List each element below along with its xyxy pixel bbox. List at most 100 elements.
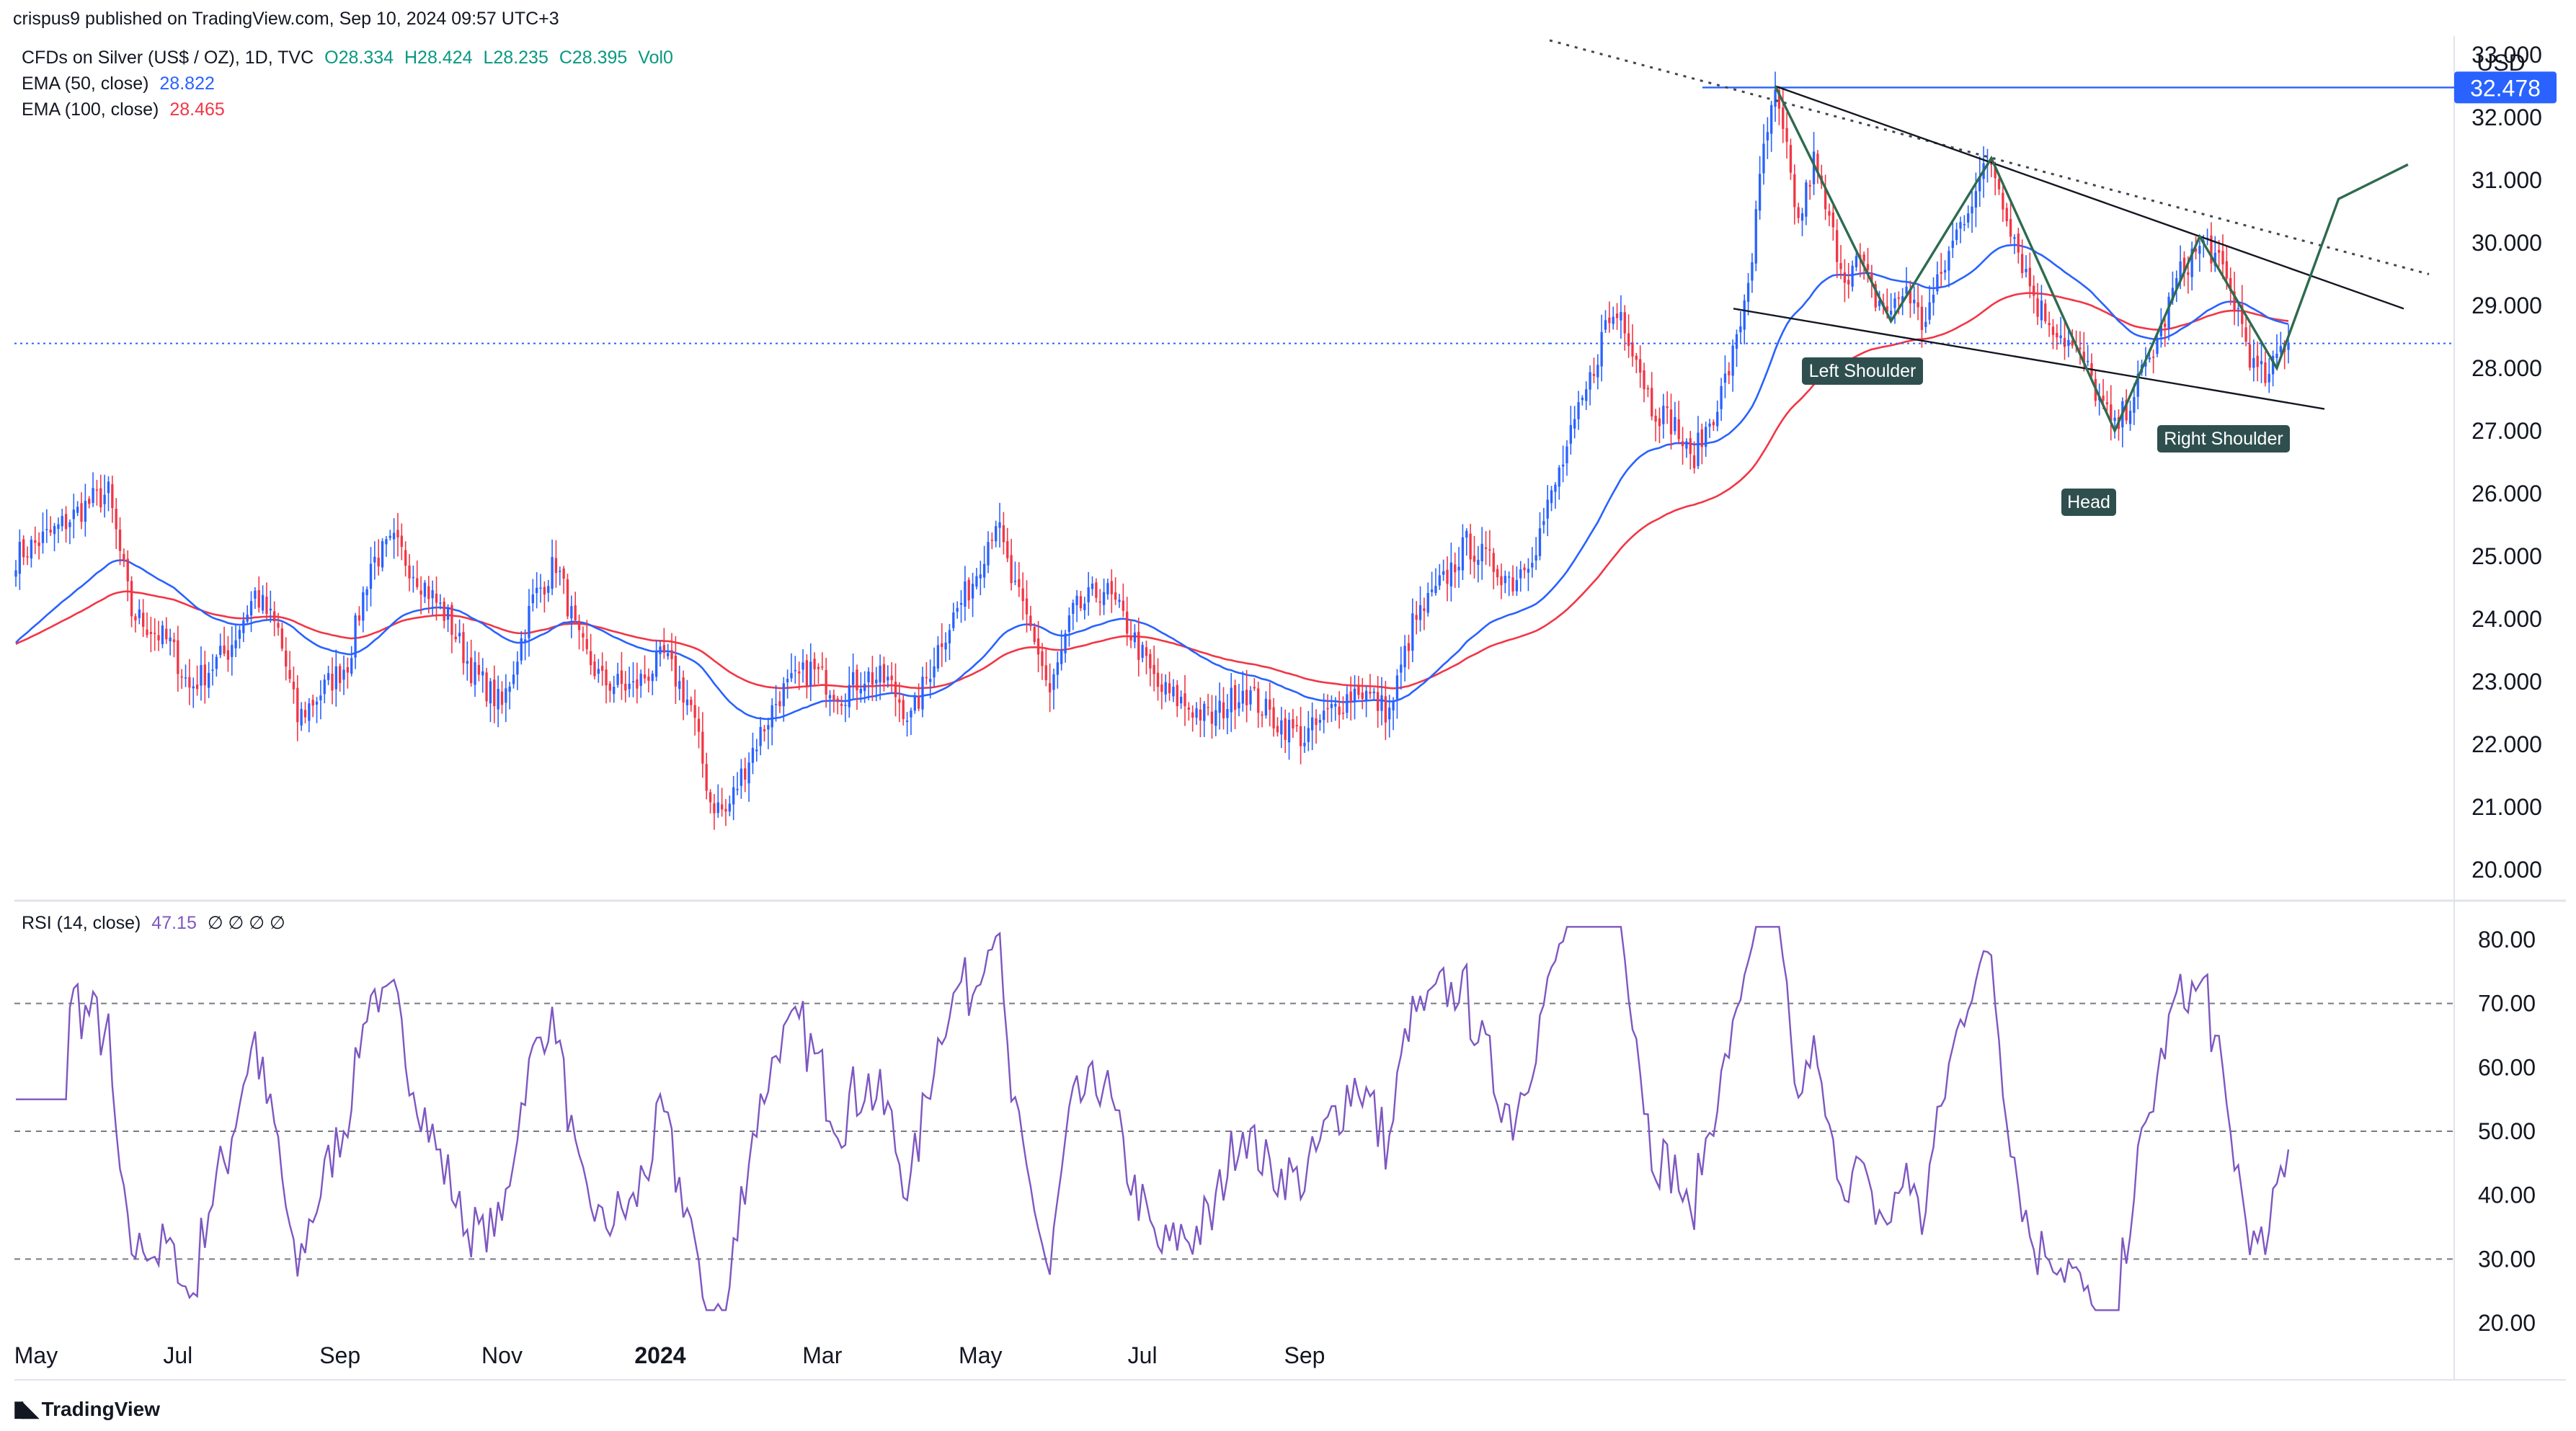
candle-body (875, 679, 878, 684)
candle (1245, 669, 1248, 723)
candle-body (1465, 530, 1468, 538)
candle (1203, 700, 1206, 737)
candle (1971, 191, 1973, 233)
candle-body (2252, 357, 2255, 368)
candle-body (1511, 577, 1514, 592)
candle-body (231, 645, 234, 657)
candle-body (1364, 690, 1368, 700)
candle-body (1338, 706, 1341, 716)
candle-body (1538, 528, 1542, 556)
candle (744, 757, 747, 793)
candle-body (1276, 726, 1279, 733)
candle (1951, 221, 1954, 259)
candle-body (809, 661, 812, 687)
candle-body (2260, 361, 2263, 365)
candle (1377, 676, 1380, 728)
candle-body (30, 540, 33, 559)
candle (1013, 561, 1017, 586)
candle (1341, 696, 1345, 720)
candle (1098, 589, 1101, 616)
candle (570, 595, 573, 638)
candle-body (724, 808, 727, 812)
candle (1797, 202, 1800, 223)
candle (1561, 445, 1565, 483)
candle-body (1519, 569, 1522, 579)
candle-body (2179, 261, 2182, 282)
candle (1746, 272, 1750, 316)
candle (1654, 409, 1657, 442)
candle-body (1218, 700, 1221, 713)
candle-body (701, 731, 704, 764)
candle-body (2033, 285, 2035, 296)
candle-body (226, 650, 230, 660)
candle-body (2063, 338, 2066, 347)
candle (365, 586, 368, 612)
candle-body (454, 636, 457, 640)
candle-body (747, 762, 750, 784)
candle (1739, 311, 1742, 344)
candle-body (2067, 339, 2070, 347)
candle-body (339, 666, 342, 684)
candle (1454, 552, 1457, 588)
ema50-path (15, 244, 2289, 721)
candle (427, 576, 430, 614)
candle-body (195, 685, 199, 690)
candle (1176, 679, 1178, 718)
candle-body (369, 563, 373, 589)
candle-body (917, 696, 920, 709)
price-tick-label: 27.000 (2471, 418, 2542, 444)
candle-body (1303, 742, 1306, 746)
candle-body (1257, 688, 1260, 713)
candle-body (867, 671, 870, 682)
candle-body (412, 576, 415, 579)
candle-body (828, 695, 832, 699)
candle (1940, 252, 1942, 287)
rsi-label: RSI (14, close) (22, 913, 141, 933)
candle (362, 586, 365, 633)
candle-body (636, 679, 639, 689)
candle-body (1909, 290, 1912, 303)
candle-body (1585, 389, 1588, 401)
candle (763, 725, 766, 742)
candle (357, 606, 361, 626)
candle (952, 602, 955, 631)
candle (1214, 695, 1217, 736)
candle-body (1010, 555, 1013, 584)
candle-body (1461, 537, 1465, 571)
candle-body (1758, 174, 1762, 211)
candle (1774, 71, 1777, 122)
candle-body (705, 764, 708, 791)
candle-body (1018, 579, 1021, 587)
candle-body (1025, 598, 1029, 615)
ema100-path (15, 292, 2289, 690)
candle-body (817, 667, 820, 669)
candle (1072, 599, 1075, 630)
candle-body (1639, 359, 1642, 373)
candle (1315, 709, 1318, 744)
candle (1418, 586, 1422, 632)
currency-label: USD (2477, 50, 2526, 76)
candle-body (1480, 543, 1483, 562)
candle (2020, 239, 2024, 279)
candle (547, 579, 550, 602)
candle-body (767, 725, 770, 730)
candle-body (1623, 312, 1626, 334)
candle-body (2271, 355, 2275, 375)
candle (1484, 531, 1488, 566)
candle-body (1874, 284, 1877, 308)
candle (1477, 545, 1480, 583)
candle (1666, 391, 1669, 424)
candle-body (172, 639, 176, 643)
candle (1299, 706, 1302, 764)
candle-body (2009, 218, 2012, 237)
candle-body (1774, 89, 1777, 107)
candle-body (84, 501, 87, 522)
candle (724, 798, 727, 826)
candle (246, 605, 249, 625)
tradingview-logo: ▮◣ TradingView (13, 1396, 160, 1422)
candle (1963, 215, 1966, 231)
candle (2017, 228, 2020, 264)
candle-body (37, 542, 40, 546)
candle-body (1284, 718, 1287, 740)
